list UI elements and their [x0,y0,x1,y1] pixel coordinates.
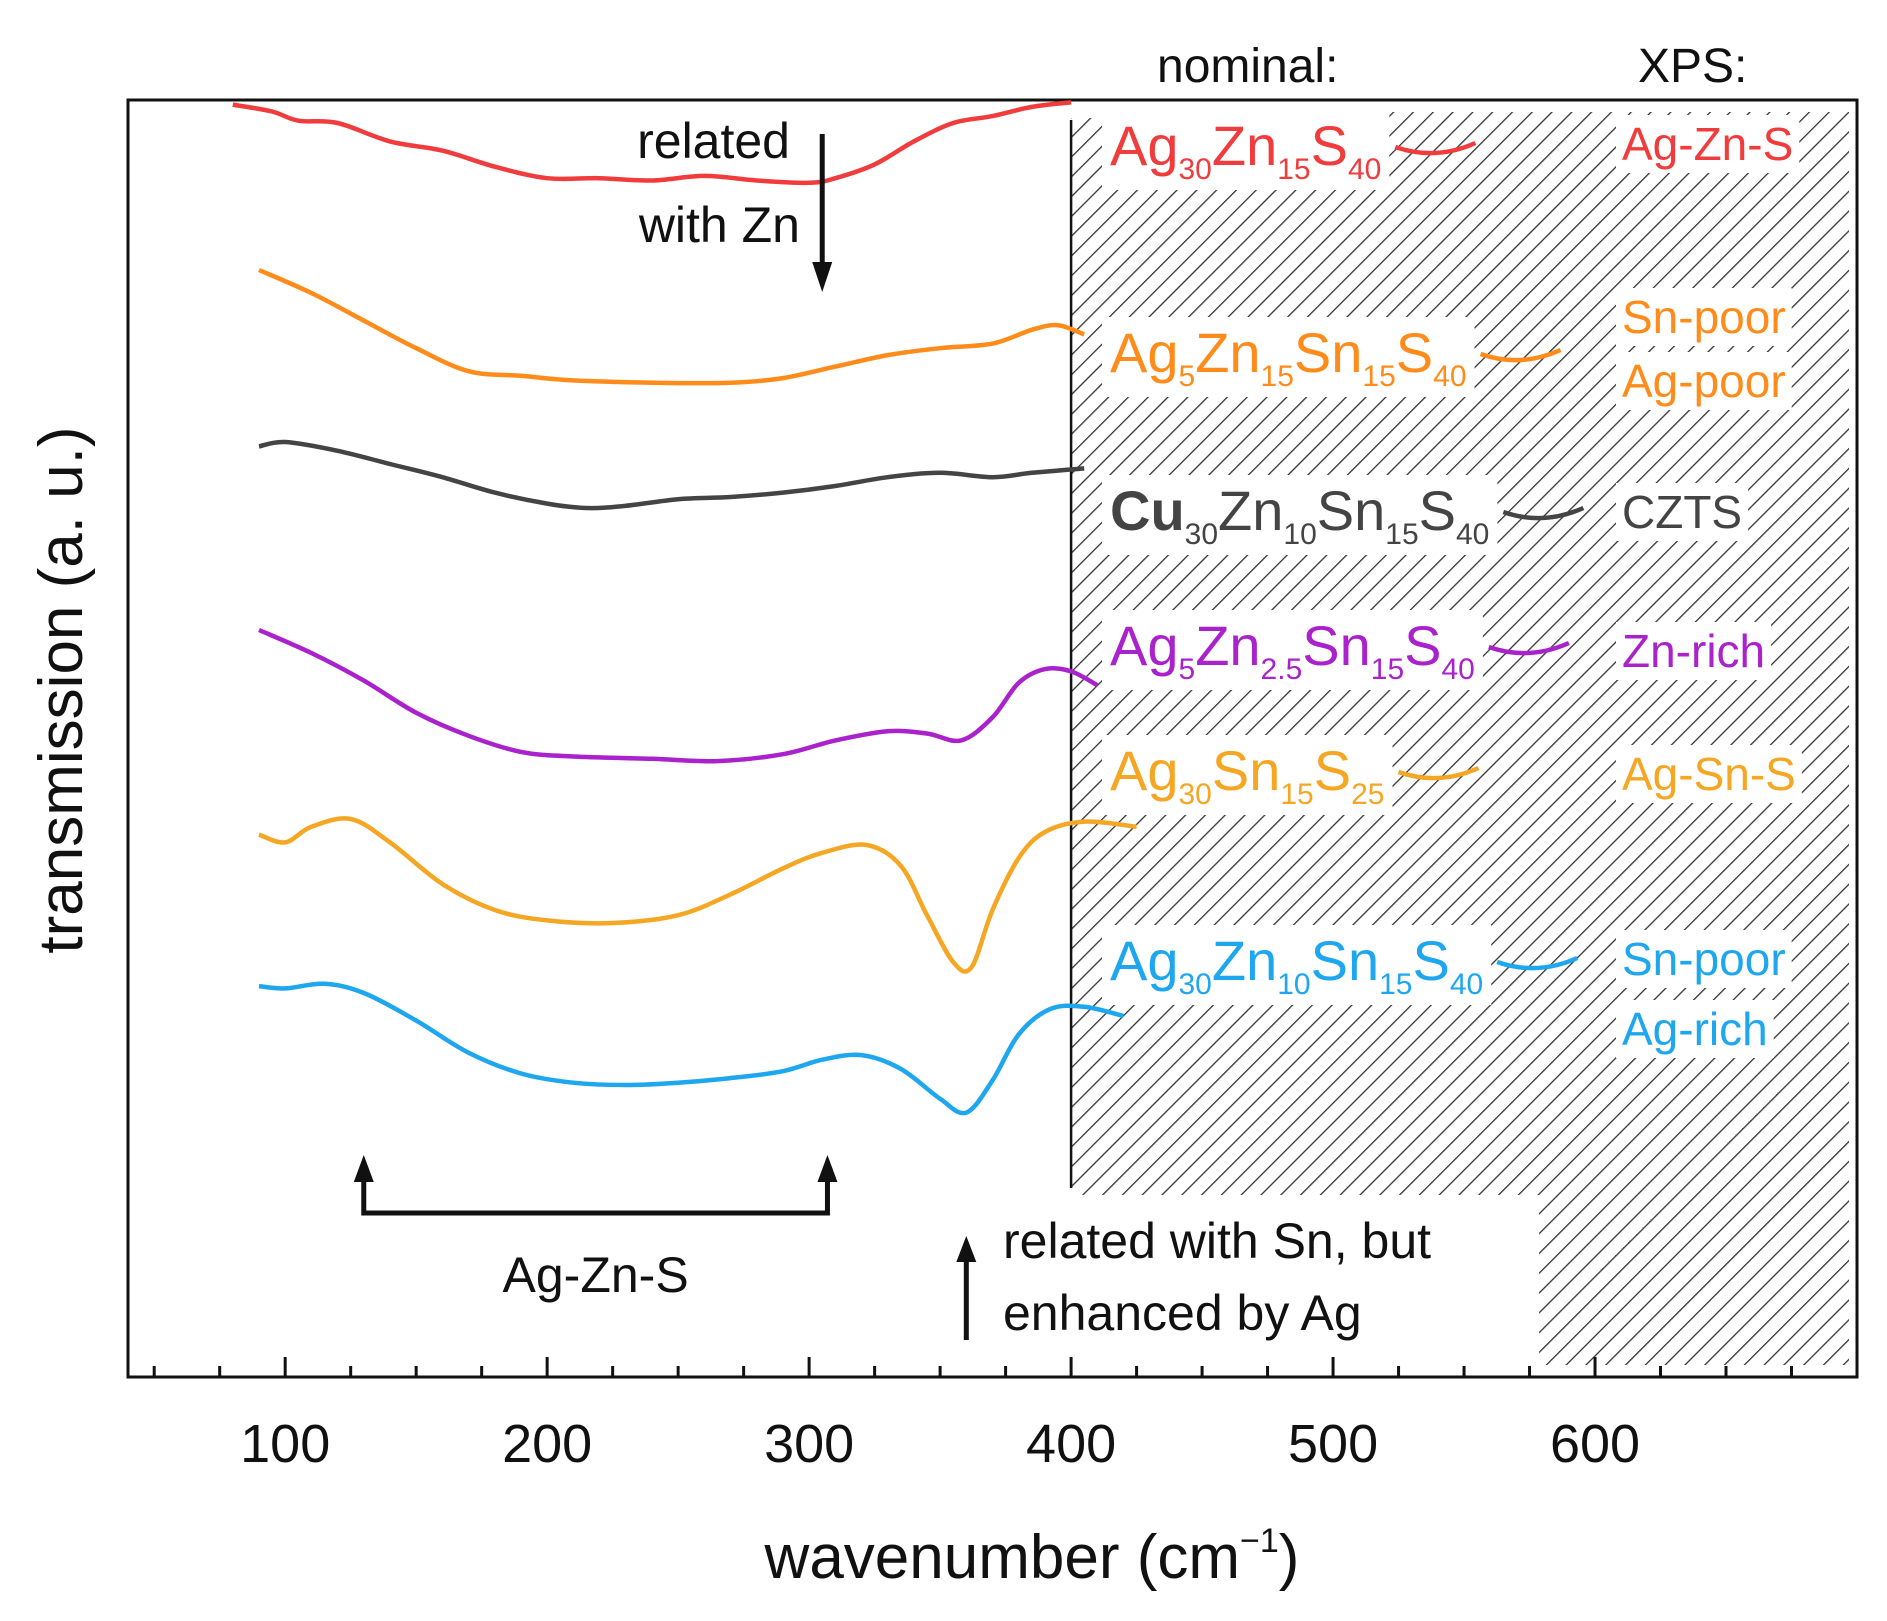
x-axis-title: wavenumber (cm−1) [764,1522,1300,1592]
xps-label-Ag30Zn10Sn15S40-1: Ag-rich [1622,1003,1768,1055]
annotation-sn-line-1: related with Sn, but [1003,1213,1431,1269]
annotation-zn-arrowhead [812,262,833,292]
plot-frame [126,98,1859,1379]
header-nominal: nominal: [1157,40,1338,93]
bracket-arrowhead-right [817,1155,838,1182]
legend-label-Ag30Zn10Sn15S40: Ag30​Zn10​Sn15​S40​ [1110,929,1483,1001]
x-tick-label: 600 [1550,1414,1640,1474]
bracket-line [361,1180,830,1216]
legend-label-Cu30Zn10Sn15S40: Cu30​Zn10​Sn15​S40​ [1110,479,1489,551]
series-line-Ag30Sn15S25 [258,816,1137,974]
x-axis-ticks: 100 200 300 400 500 600 [152,1357,1794,1474]
legend-connector-Ag5Zn15Sn15S40 [1479,347,1562,363]
x-tick-label: 400 [1026,1414,1116,1474]
series-line-Ag5Zn2.5Sn15S40 [258,627,1099,764]
x-tick-label: 100 [240,1414,330,1474]
xps-label-Ag5Zn15Sn15S40-1: Ag-poor [1622,355,1786,407]
annotation-zn-line-1: related [637,113,790,169]
annotation-ag-zn-s-bracket: Ag-Zn-S [353,1155,838,1303]
series-layer [232,100,1137,1116]
xps-label-Ag30Zn15S40-0: Ag-Zn-S [1622,118,1793,170]
series-line-Cu30Zn10Sn15S40 [258,439,1085,511]
legend-connector-Ag30Zn15S40 [1394,140,1477,156]
shaded-region [1060,104,1849,1365]
annotation-related-with-zn: related with Zn [637,113,833,292]
xps-label-Ag5Zn2.5Sn15S40-0: Zn-rich [1622,625,1765,677]
legend-label-Ag30Sn15S25: Ag30​Sn15​S25​ [1110,739,1384,811]
header-xps: XPS: [1638,40,1747,93]
bracket-label: Ag-Zn-S [503,1247,689,1303]
xps-label-Ag30Sn15S25-0: Ag-Sn-S [1622,748,1796,800]
legend-label-Ag5Zn15Sn15S40: Ag5​Zn15​Sn15​S40​ [1110,321,1467,393]
x-tick-label: 500 [1288,1414,1378,1474]
legend-connector-Ag5Zn2.5Sn15S40 [1488,640,1570,656]
series-line-Ag30Zn10Sn15S40 [258,981,1125,1116]
xps-label-Ag5Zn15Sn15S40-0: Sn-poor [1622,291,1786,343]
y-axis-title: transmission (a. u.) [27,426,96,953]
series-line-Ag30Zn15S40 [232,100,1072,186]
annotation-related-with-sn: related with Sn, but enhanced by Ag [956,1213,1431,1341]
bracket-arrowhead-left [353,1155,374,1182]
annotation-sn-line-2: enhanced by Ag [1003,1285,1362,1341]
annotation-sn-arrowhead [956,1236,977,1262]
series-line-Ag5Zn15Sn15S40 [258,267,1086,386]
legend-connector-Ag30Zn10Sn15S40 [1496,955,1579,971]
annotation-zn-line-2: with Zn [638,197,800,253]
legend-connector-Ag30Sn15S25 [1397,765,1480,781]
legend-label-Ag5Zn2.5Sn15S40: Ag5​Zn2.5​Sn15​S40​ [1110,614,1475,686]
legend-connector-Cu30Zn10Sn15S40 [1502,505,1585,521]
x-tick-label: 200 [502,1414,592,1474]
legend-layer: Ag30​Zn15​S40​ Ag-Zn-S Ag5​Zn15​Sn15​S40​ S… [1110,114,1796,1055]
legend-label-Ag30Zn15S40: Ag30​Zn15​S40​ [1110,114,1381,186]
xps-label-Cu30Zn10Sn15S40-0: CZTS [1622,486,1742,538]
x-tick-label: 300 [764,1414,854,1474]
xps-label-Ag30Zn10Sn15S40-0: Sn-poor [1622,933,1786,985]
